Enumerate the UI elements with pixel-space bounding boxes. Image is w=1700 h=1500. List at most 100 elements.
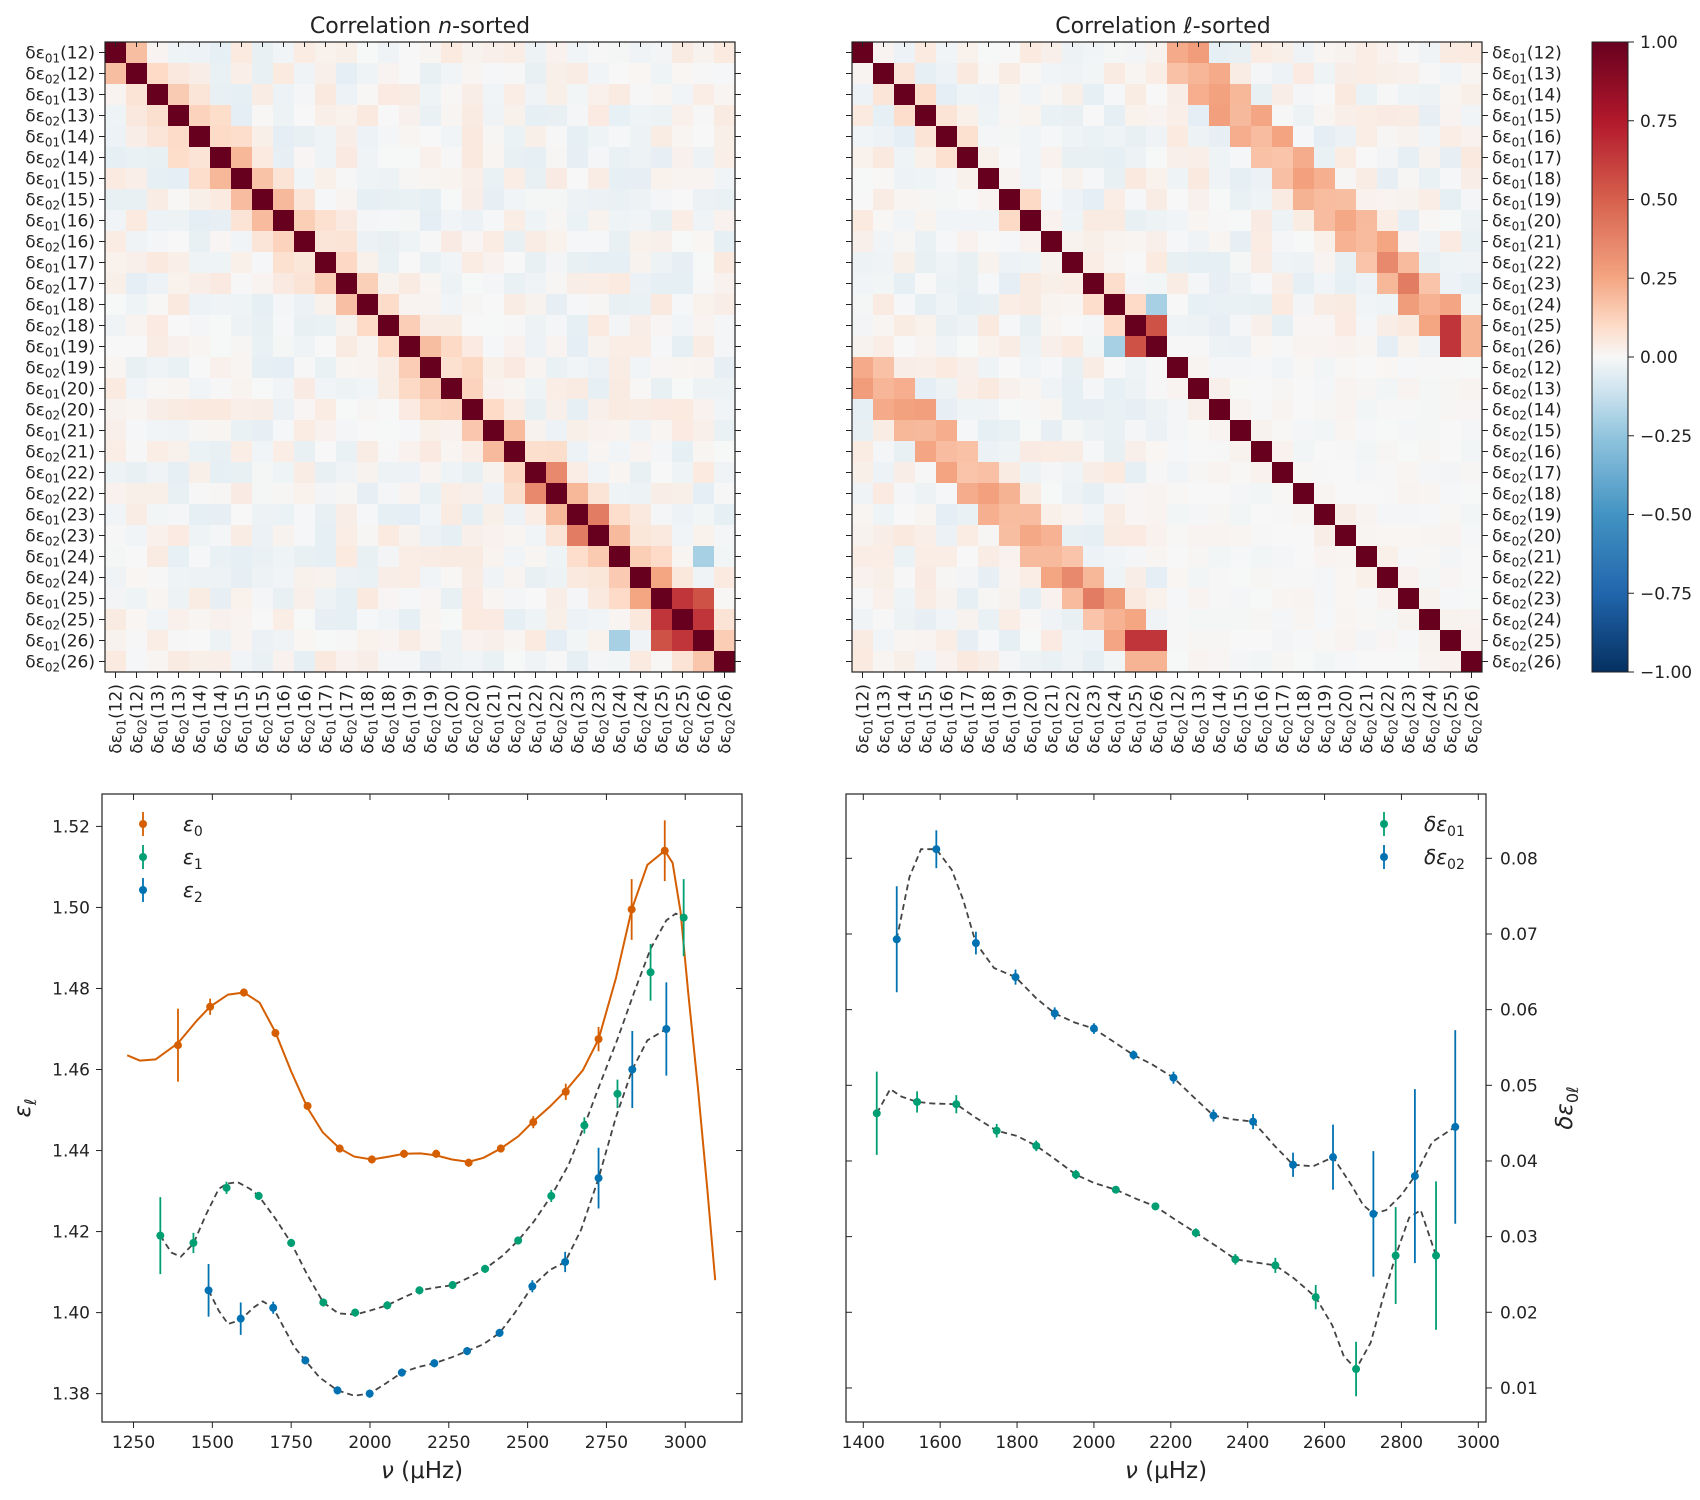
hm2-cell <box>1377 210 1399 232</box>
hm2-cell <box>1167 168 1189 190</box>
hm1-cell <box>189 609 211 631</box>
hm2-cell <box>1104 630 1126 652</box>
eps-point <box>594 1174 603 1183</box>
hm1-cell <box>336 630 358 652</box>
deps-ytick-label: 0.08 <box>1500 849 1538 869</box>
hm1-cell <box>546 420 568 442</box>
hm1-cell <box>147 105 169 127</box>
hm1-cell <box>567 420 589 442</box>
hm2-cell <box>1062 588 1084 610</box>
hm2-cell <box>1440 357 1462 379</box>
hm1-cell <box>693 378 715 400</box>
hm1-cell <box>315 546 337 568</box>
hm1-cell <box>210 525 232 547</box>
hm2-cell <box>1146 567 1168 589</box>
hm2-cell <box>1251 105 1273 127</box>
hm1-cell <box>483 42 505 64</box>
eps-point <box>204 1286 213 1295</box>
hm2-cell <box>1440 42 1462 64</box>
hm1-cell <box>567 168 589 190</box>
hm2-cell <box>1020 42 1042 64</box>
hm1-xtick-label: δε01(16) <box>275 684 297 754</box>
hm2-cell <box>1356 252 1378 274</box>
hm2-cell <box>1146 399 1168 421</box>
hm2-cell <box>1083 147 1105 169</box>
hm2-xtick-label: δε01(19) <box>1001 684 1023 754</box>
hm2-cell <box>1377 483 1399 505</box>
hm2-cell <box>1020 567 1042 589</box>
hm1-cell <box>126 378 148 400</box>
hm2-cell <box>1314 126 1336 148</box>
hm2-cell <box>1104 84 1126 106</box>
hm2-cell <box>894 294 916 316</box>
hm2-cell <box>1440 105 1462 127</box>
deps-series-0 <box>872 1071 1441 1397</box>
hm2-cell <box>999 231 1021 253</box>
hm1-cell <box>525 315 547 337</box>
hm1-cell <box>567 63 589 85</box>
hm1-cell <box>546 588 568 610</box>
deps-legend-label: δε01 <box>1424 812 1465 840</box>
hm1-cell <box>294 378 316 400</box>
hm1-cell <box>168 84 190 106</box>
hm2-cell <box>852 168 874 190</box>
hm1-cell <box>357 168 379 190</box>
hm2-cell <box>1461 63 1483 85</box>
hm1-cell <box>378 315 400 337</box>
hm2-cell <box>978 126 1000 148</box>
hm2-cell <box>1104 168 1126 190</box>
deps-point <box>1451 1122 1460 1131</box>
hm2-cell <box>957 525 979 547</box>
hm1-cell <box>273 231 295 253</box>
hm1-cell <box>294 651 316 673</box>
hm1-cell <box>357 273 379 295</box>
hm2-cell <box>873 210 895 232</box>
hm1-cell <box>441 630 463 652</box>
hm2-cell <box>999 441 1021 463</box>
eps-point <box>594 1035 603 1044</box>
hm1-cell <box>336 42 358 64</box>
hm2-cell <box>1167 609 1189 631</box>
hm2-cell <box>1461 546 1483 568</box>
hm1-cell <box>357 546 379 568</box>
hm1-cell <box>357 126 379 148</box>
hm1-cell <box>483 147 505 169</box>
hm2-cell <box>1230 567 1252 589</box>
hm1-cell <box>588 462 610 484</box>
hm2-cell <box>1104 126 1126 148</box>
hm1-cell <box>609 420 631 442</box>
hm2-cell <box>1020 630 1042 652</box>
eps-point <box>679 913 688 922</box>
hm2-cell <box>1398 588 1420 610</box>
eps-ytick-label: 1.40 <box>52 1304 90 1324</box>
hm2-cell <box>1251 126 1273 148</box>
hm1-cell <box>504 525 526 547</box>
hm2-cell <box>894 252 916 274</box>
hm1-cell <box>567 84 589 106</box>
hm1-cell <box>609 525 631 547</box>
hm2-cell <box>1440 462 1462 484</box>
hm1-cell <box>441 210 463 232</box>
hm2-cell <box>915 189 937 211</box>
hm1-cell <box>609 588 631 610</box>
hm1-cell <box>336 462 358 484</box>
hm1-cell <box>231 462 253 484</box>
hm2-cell <box>1104 273 1126 295</box>
hm1-cell <box>441 441 463 463</box>
hm1-cell <box>693 651 715 673</box>
hm1-cell <box>714 336 736 358</box>
hm1-cell <box>462 252 484 274</box>
hm1-cell <box>399 357 421 379</box>
hm2-ytick-label: δε02(24) <box>1492 611 1562 633</box>
eps-point <box>529 1118 538 1127</box>
hm2-cell <box>1230 609 1252 631</box>
eps-point <box>561 1087 570 1096</box>
hm2-cell <box>1188 231 1210 253</box>
hm1-cell <box>651 651 673 673</box>
hm2-cell <box>999 126 1021 148</box>
hm2-cell <box>1377 42 1399 64</box>
hm2-cell <box>1272 231 1294 253</box>
hm1-cell <box>567 336 589 358</box>
hm1-cell <box>693 357 715 379</box>
hm2-cell <box>915 357 937 379</box>
